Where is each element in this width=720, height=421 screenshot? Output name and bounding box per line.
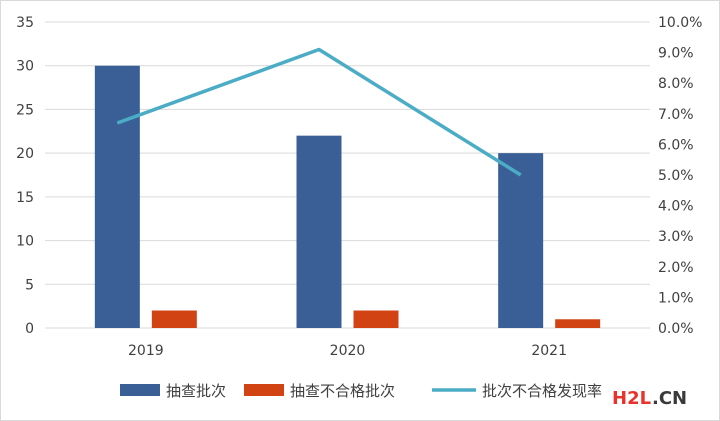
right-axis-ticks: 0.0% 1.0% 2.0% 3.0% 4.0% 5.0% 6.0% 7.0% 8.0% 9.0%… — [658, 15, 702, 337]
bar-sampled-2021 — [498, 153, 544, 328]
left-tick-label: 0 — [25, 321, 34, 337]
x-tick-label: 2021 — [531, 343, 567, 359]
left-tick-label: 5 — [25, 277, 34, 293]
legend-label: 抽查不合格批次 — [290, 382, 395, 400]
gridlines — [45, 21, 650, 329]
left-tick-label: 15 — [16, 190, 34, 206]
legend-label: 批次不合格发现率 — [482, 382, 602, 400]
right-tick-label: 1.0% — [658, 290, 694, 306]
bars — [94, 65, 601, 328]
bar-failed-2021 — [555, 319, 601, 328]
left-tick-label: 30 — [16, 59, 34, 75]
watermark-suffix: .CN — [652, 388, 687, 409]
x-tick-label: 2019 — [128, 343, 164, 359]
right-tick-label: 2.0% — [658, 260, 694, 276]
left-tick-label: 20 — [16, 146, 34, 162]
x-axis-ticks: 2019 2020 2021 — [128, 343, 567, 359]
right-tick-label: 5.0% — [658, 168, 694, 184]
watermark: H2L .CN — [612, 388, 687, 409]
right-tick-label: 9.0% — [658, 46, 694, 62]
right-tick-label: 3.0% — [658, 229, 694, 245]
left-tick-label: 10 — [16, 234, 34, 250]
right-tick-label: 10.0% — [658, 15, 702, 31]
right-tick-label: 0.0% — [658, 321, 694, 337]
left-tick-label: 25 — [16, 102, 34, 118]
legend-swatch — [244, 384, 284, 396]
legend-label: 抽查批次 — [166, 382, 226, 400]
bar-sampled-2019 — [94, 65, 140, 328]
left-axis-ticks: 0 5 10 15 20 25 30 35 — [16, 15, 34, 337]
right-tick-label: 6.0% — [658, 137, 694, 153]
bar-failed-2020 — [353, 310, 399, 328]
left-tick-label: 35 — [16, 15, 34, 31]
legend: 抽查批次 抽查不合格批次 批次不合格发现率 — [120, 382, 602, 400]
rate-line — [116, 47, 522, 177]
right-tick-label: 8.0% — [658, 76, 694, 92]
x-tick-label: 2020 — [330, 343, 366, 359]
right-tick-label: 4.0% — [658, 199, 694, 215]
watermark-main: H2L — [612, 388, 651, 409]
bar-failed-2019 — [151, 310, 197, 328]
bar-sampled-2020 — [296, 135, 342, 328]
right-tick-label: 7.0% — [658, 107, 694, 123]
legend-swatch — [120, 384, 160, 396]
